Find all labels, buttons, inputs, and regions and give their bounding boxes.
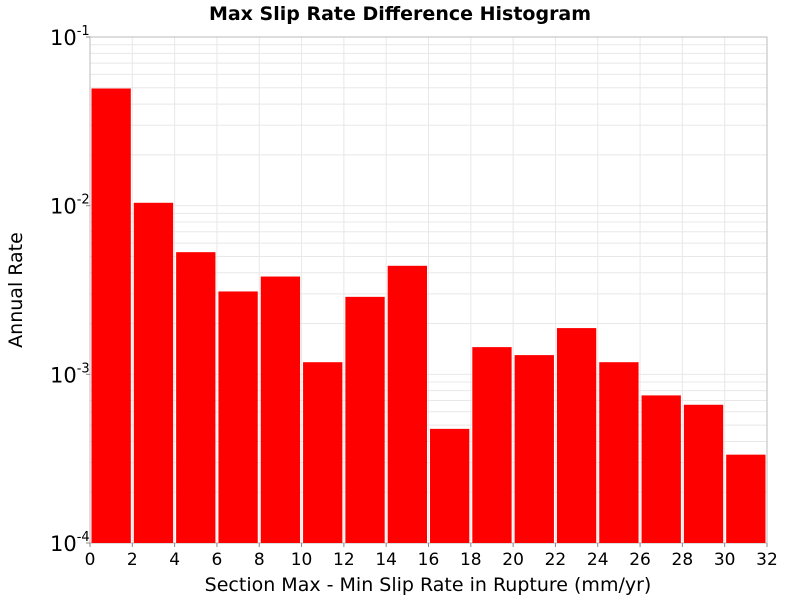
histogram-bar [218, 291, 258, 543]
x-tick-label: 22 [545, 550, 567, 570]
histogram-bar [387, 265, 427, 543]
x-tick-label: 2 [127, 550, 138, 570]
x-tick-label: 26 [629, 550, 651, 570]
x-axis-ticks: 0 2 4 6 8 10 12 14 16 18 20 22 24 26 28 30 32 [85, 543, 778, 570]
x-tick-label: 6 [212, 550, 223, 570]
bars-group [91, 88, 766, 544]
x-tick-label: 24 [587, 550, 609, 570]
x-tick-label: 14 [375, 550, 397, 570]
histogram-bar [556, 328, 597, 543]
histogram-bar [260, 276, 301, 543]
y-tick-label: 10-3 [50, 361, 90, 387]
histogram-bar [599, 362, 639, 543]
histogram-bar [472, 347, 512, 543]
x-tick-label: 16 [418, 550, 440, 570]
x-tick-label: 20 [502, 550, 524, 570]
x-tick-label: 30 [714, 550, 736, 570]
histogram-bar [683, 404, 724, 543]
histogram-bar [176, 252, 216, 544]
histogram-bar [514, 355, 554, 543]
histogram-bar [430, 428, 470, 543]
histogram-bar [641, 395, 681, 543]
chart-title: Max Slip Rate Difference Histogram [209, 3, 591, 25]
histogram-bar [345, 296, 385, 543]
histogram-bar [133, 202, 174, 544]
y-axis-ticks: 10-110-210-310-4 [50, 24, 90, 556]
histogram-bar [91, 88, 131, 544]
y-axis-label: Annual Rate [5, 232, 27, 348]
x-tick-label: 12 [333, 550, 355, 570]
x-tick-label: 0 [85, 550, 96, 570]
x-tick-label: 10 [291, 550, 313, 570]
y-tick-label: 10-2 [50, 193, 90, 219]
x-axis-label: Section Max - Min Slip Rate in Rupture (… [205, 574, 652, 596]
histogram-bar [303, 362, 343, 543]
histogram-bar [726, 454, 766, 543]
x-tick-label: 28 [672, 550, 694, 570]
x-tick-label: 8 [254, 550, 265, 570]
x-tick-label: 32 [756, 550, 778, 570]
y-tick-label: 10-1 [50, 24, 90, 50]
x-tick-label: 18 [460, 550, 482, 570]
x-tick-label: 4 [169, 550, 180, 570]
